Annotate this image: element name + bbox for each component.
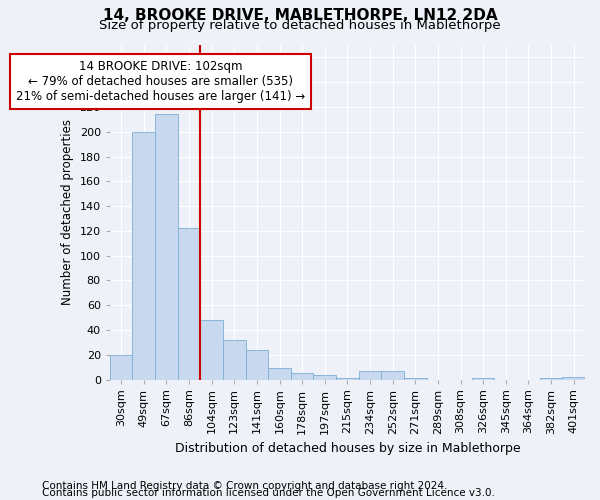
Bar bbox=[110, 354, 133, 380]
Bar bbox=[155, 114, 178, 380]
Bar bbox=[472, 378, 494, 380]
Bar bbox=[200, 320, 223, 380]
Bar bbox=[291, 374, 313, 380]
Bar bbox=[404, 378, 427, 380]
Bar bbox=[336, 378, 359, 380]
Bar bbox=[178, 228, 200, 380]
Text: Size of property relative to detached houses in Mablethorpe: Size of property relative to detached ho… bbox=[99, 19, 501, 32]
Bar bbox=[359, 371, 382, 380]
Text: Contains public sector information licensed under the Open Government Licence v3: Contains public sector information licen… bbox=[42, 488, 495, 498]
Bar bbox=[382, 371, 404, 380]
Text: Contains HM Land Registry data © Crown copyright and database right 2024.: Contains HM Land Registry data © Crown c… bbox=[42, 481, 448, 491]
Text: 14, BROOKE DRIVE, MABLETHORPE, LN12 2DA: 14, BROOKE DRIVE, MABLETHORPE, LN12 2DA bbox=[103, 8, 497, 22]
Bar bbox=[540, 378, 562, 380]
Bar bbox=[245, 350, 268, 380]
X-axis label: Distribution of detached houses by size in Mablethorpe: Distribution of detached houses by size … bbox=[175, 442, 520, 455]
Text: 14 BROOKE DRIVE: 102sqm
← 79% of detached houses are smaller (535)
21% of semi-d: 14 BROOKE DRIVE: 102sqm ← 79% of detache… bbox=[16, 60, 305, 103]
Bar bbox=[133, 132, 155, 380]
Bar bbox=[562, 377, 585, 380]
Y-axis label: Number of detached properties: Number of detached properties bbox=[61, 120, 74, 306]
Bar bbox=[313, 374, 336, 380]
Bar bbox=[268, 368, 291, 380]
Bar bbox=[223, 340, 245, 380]
